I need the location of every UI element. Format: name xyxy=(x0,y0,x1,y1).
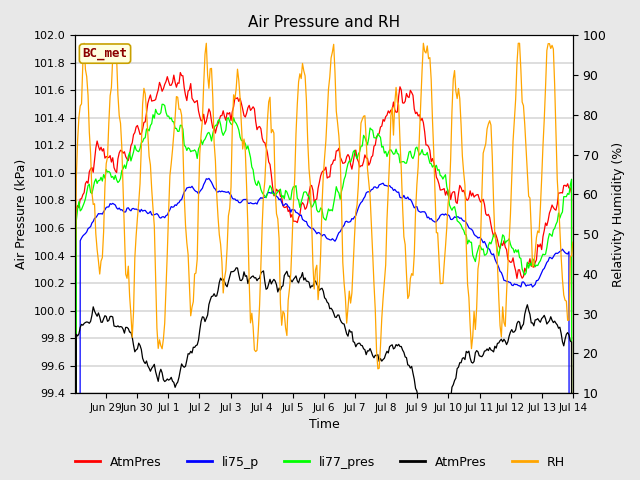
AtmPres xyxy=(566,338,574,344)
AtmPres xyxy=(328,307,336,313)
li75_p xyxy=(205,176,212,181)
li77_pres xyxy=(428,161,435,167)
li75_p xyxy=(104,204,111,210)
RH xyxy=(80,40,88,46)
Line: AtmPres: AtmPres xyxy=(75,72,573,480)
AtmPres xyxy=(428,159,435,165)
Text: BC_met: BC_met xyxy=(83,47,127,60)
li75_p xyxy=(428,216,435,221)
li77_pres xyxy=(328,208,336,214)
RH xyxy=(568,253,575,259)
li77_pres xyxy=(88,191,96,197)
Legend: AtmPres, li75_p, li77_pres, AtmPres, RH: AtmPres, li75_p, li77_pres, AtmPres, RH xyxy=(70,451,570,474)
RH xyxy=(328,49,336,55)
AtmPres xyxy=(177,70,184,75)
AtmPres xyxy=(328,161,336,167)
AtmPres xyxy=(104,154,111,160)
RH xyxy=(71,320,79,325)
Line: RH: RH xyxy=(75,43,573,369)
Line: AtmPres: AtmPres xyxy=(75,268,573,480)
AtmPres xyxy=(88,165,96,170)
AtmPres xyxy=(566,185,574,191)
li77_pres xyxy=(158,101,166,107)
Line: li77_pres: li77_pres xyxy=(75,104,573,480)
RH xyxy=(569,240,577,245)
RH xyxy=(90,202,97,207)
li77_pres xyxy=(566,182,574,188)
AtmPres xyxy=(501,338,509,344)
li75_p xyxy=(501,278,509,284)
li75_p xyxy=(88,220,96,226)
Title: Air Pressure and RH: Air Pressure and RH xyxy=(248,15,400,30)
AtmPres xyxy=(232,265,240,271)
X-axis label: Time: Time xyxy=(308,419,339,432)
li77_pres xyxy=(501,240,509,246)
li77_pres xyxy=(104,169,111,175)
li75_p xyxy=(328,236,336,241)
RH xyxy=(502,290,510,296)
AtmPres xyxy=(428,431,435,437)
Y-axis label: Relativity Humidity (%): Relativity Humidity (%) xyxy=(612,142,625,287)
Line: li75_p: li75_p xyxy=(75,179,573,480)
AtmPres xyxy=(501,244,509,250)
AtmPres xyxy=(88,312,96,318)
AtmPres xyxy=(104,318,111,324)
RH xyxy=(429,117,436,122)
Y-axis label: Air Pressure (kPa): Air Pressure (kPa) xyxy=(15,159,28,269)
RH xyxy=(105,120,113,126)
RH xyxy=(374,366,381,372)
